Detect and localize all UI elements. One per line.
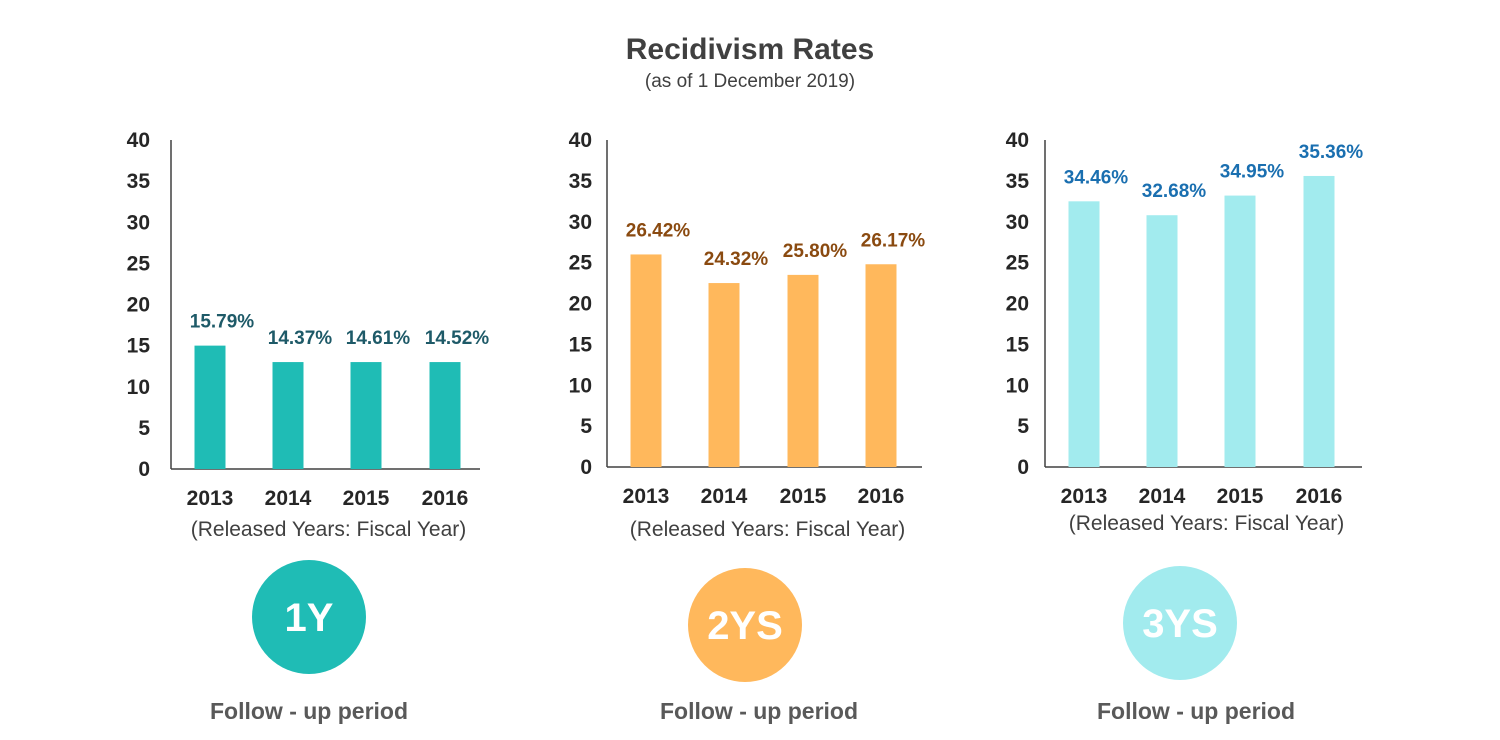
period-badge xyxy=(1123,566,1237,680)
y-tick-label: 10 xyxy=(569,374,592,397)
data-label: 26.17% xyxy=(861,230,926,251)
y-tick-label: 15 xyxy=(569,333,593,356)
y-tick-label: 30 xyxy=(127,211,150,234)
x-tick-label: 2013 xyxy=(1061,485,1108,508)
y-tick-label: 30 xyxy=(1006,211,1029,234)
y-tick-label: 10 xyxy=(127,376,150,399)
period-badge-label: 2YS xyxy=(707,604,783,648)
period-badge xyxy=(252,560,366,674)
y-tick-label: 35 xyxy=(127,170,151,193)
y-tick-label: 30 xyxy=(569,211,592,234)
chart-subtitle: (as of 1 December 2019) xyxy=(644,71,856,92)
y-tick-label: 25 xyxy=(569,252,593,275)
data-label: 14.61% xyxy=(346,328,411,349)
bar xyxy=(865,264,897,467)
y-tick-label: 15 xyxy=(127,335,151,358)
y-tick-label: 5 xyxy=(1017,415,1029,438)
data-label: 14.52% xyxy=(425,328,490,349)
data-label: 32.68% xyxy=(1142,181,1207,202)
y-tick-label: 20 xyxy=(127,294,150,317)
data-label: 25.80% xyxy=(783,241,848,262)
x-axis-label: (Released Years: Fiscal Year) xyxy=(630,518,906,541)
bar xyxy=(1224,195,1256,467)
y-tick-label: 20 xyxy=(1006,293,1029,316)
period-badge xyxy=(688,568,802,682)
bar xyxy=(1303,175,1335,467)
bar xyxy=(194,345,226,469)
bar xyxy=(708,283,740,467)
y-tick-label: 25 xyxy=(127,252,151,275)
y-tick-label: 20 xyxy=(569,293,592,316)
y-tick-label: 0 xyxy=(138,458,150,481)
x-tick-label: 2016 xyxy=(422,487,469,510)
data-label: 15.79% xyxy=(190,312,255,333)
data-label: 14.37% xyxy=(268,328,333,349)
x-tick-label: 2013 xyxy=(623,485,670,508)
bar xyxy=(429,362,461,469)
y-tick-label: 15 xyxy=(1006,333,1030,356)
x-tick-label: 2016 xyxy=(1296,485,1343,508)
bar xyxy=(350,362,382,469)
x-tick-label: 2015 xyxy=(780,485,827,508)
y-tick-label: 5 xyxy=(138,417,150,440)
x-tick-label: 2013 xyxy=(187,487,234,510)
bar xyxy=(1146,215,1178,467)
data-label: 26.42% xyxy=(626,220,691,241)
y-tick-label: 0 xyxy=(580,456,592,479)
bar xyxy=(272,362,304,469)
period-badge-label: 3YS xyxy=(1142,602,1218,646)
bar xyxy=(1068,201,1100,467)
data-label: 34.46% xyxy=(1064,167,1129,188)
data-label: 24.32% xyxy=(704,249,769,270)
data-label: 35.36% xyxy=(1299,142,1364,163)
bar xyxy=(630,254,662,467)
y-tick-label: 5 xyxy=(580,415,592,438)
x-tick-label: 2014 xyxy=(1139,485,1186,508)
x-tick-label: 2014 xyxy=(701,485,748,508)
x-tick-label: 2014 xyxy=(265,487,312,510)
y-tick-label: 25 xyxy=(1006,252,1030,275)
y-tick-label: 0 xyxy=(1017,456,1029,479)
chart-title: Recidivism Rates xyxy=(625,33,875,66)
bar xyxy=(787,274,819,467)
y-tick-label: 35 xyxy=(569,170,593,193)
x-axis-label: (Released Years: Fiscal Year) xyxy=(191,518,467,541)
x-axis-label: (Released Years: Fiscal Year) xyxy=(1069,512,1345,535)
period-badge-label: 1Y xyxy=(285,596,334,640)
period-caption: Follow - up period xyxy=(210,698,408,724)
y-tick-label: 35 xyxy=(1006,170,1030,193)
y-tick-label: 40 xyxy=(1006,129,1029,152)
x-tick-label: 2015 xyxy=(343,487,390,510)
y-tick-label: 40 xyxy=(569,129,592,152)
y-tick-label: 10 xyxy=(1006,374,1029,397)
period-caption: Follow - up period xyxy=(660,698,858,724)
data-label: 34.95% xyxy=(1220,162,1285,183)
y-tick-label: 40 xyxy=(127,129,150,152)
x-tick-label: 2016 xyxy=(858,485,905,508)
period-caption: Follow - up period xyxy=(1097,698,1295,724)
x-tick-label: 2015 xyxy=(1217,485,1264,508)
